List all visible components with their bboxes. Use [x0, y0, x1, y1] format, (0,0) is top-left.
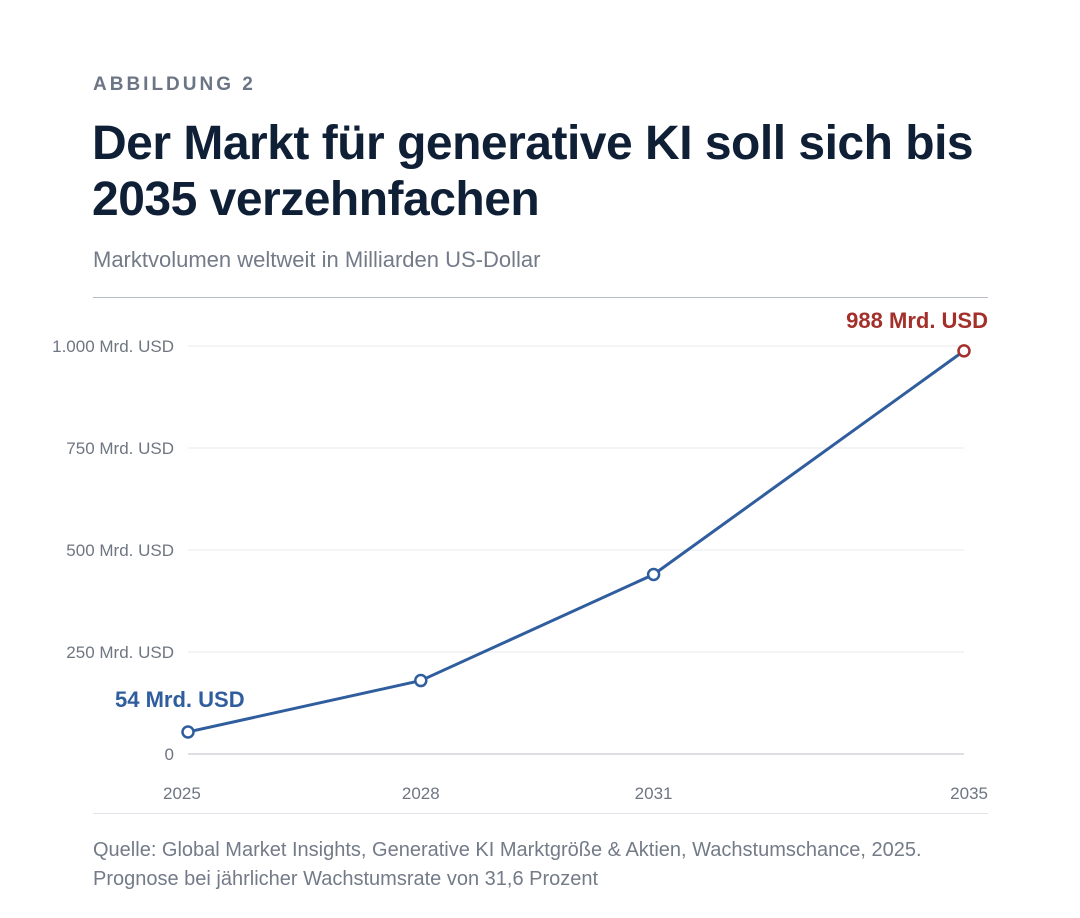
data-point	[957, 344, 971, 358]
chart-subtitle: Marktvolumen weltweit in Milliarden US-D…	[93, 247, 541, 272]
end-value-callout: 988 Mrd. USD	[846, 308, 988, 333]
grid-lines	[188, 345, 964, 755]
y-tick-label: 250 Mrd. USD	[66, 643, 174, 662]
data-point	[646, 567, 661, 582]
series-line	[186, 349, 966, 734]
data-points	[181, 344, 971, 739]
data-point	[414, 673, 428, 688]
y-tick-label: 1.000 Mrd. USD	[52, 337, 174, 356]
x-axis-tick-labels: 2025 2028 2031 2035	[163, 784, 988, 803]
y-axis-tick-labels: 0 250 Mrd. USD 500 Mrd. USD 750 Mrd. USD 1.0…	[52, 337, 174, 764]
data-point	[181, 725, 195, 739]
start-value-callout: 54 Mrd. USD	[115, 687, 245, 712]
value-callouts: 54 Mrd. USD 988 Mrd. USD	[115, 308, 988, 712]
x-tick-label: 2035	[950, 784, 988, 803]
figure-kicker: ABBILDUNG 2	[93, 74, 256, 95]
x-tick-label: 2025	[163, 784, 201, 803]
x-tick-label: 2031	[635, 784, 673, 803]
y-tick-label: 750 Mrd. USD	[66, 439, 174, 458]
y-tick-label: 500 Mrd. USD	[66, 541, 174, 560]
x-tick-label: 2028	[402, 784, 440, 803]
source-note: Quelle: Global Market Insights, Generati…	[93, 839, 922, 890]
chart-title: Der Markt für generative KI soll sich bi…	[92, 117, 974, 226]
bottom-divider	[93, 813, 988, 814]
top-divider	[93, 297, 988, 298]
y-tick-label: 0	[165, 745, 174, 764]
